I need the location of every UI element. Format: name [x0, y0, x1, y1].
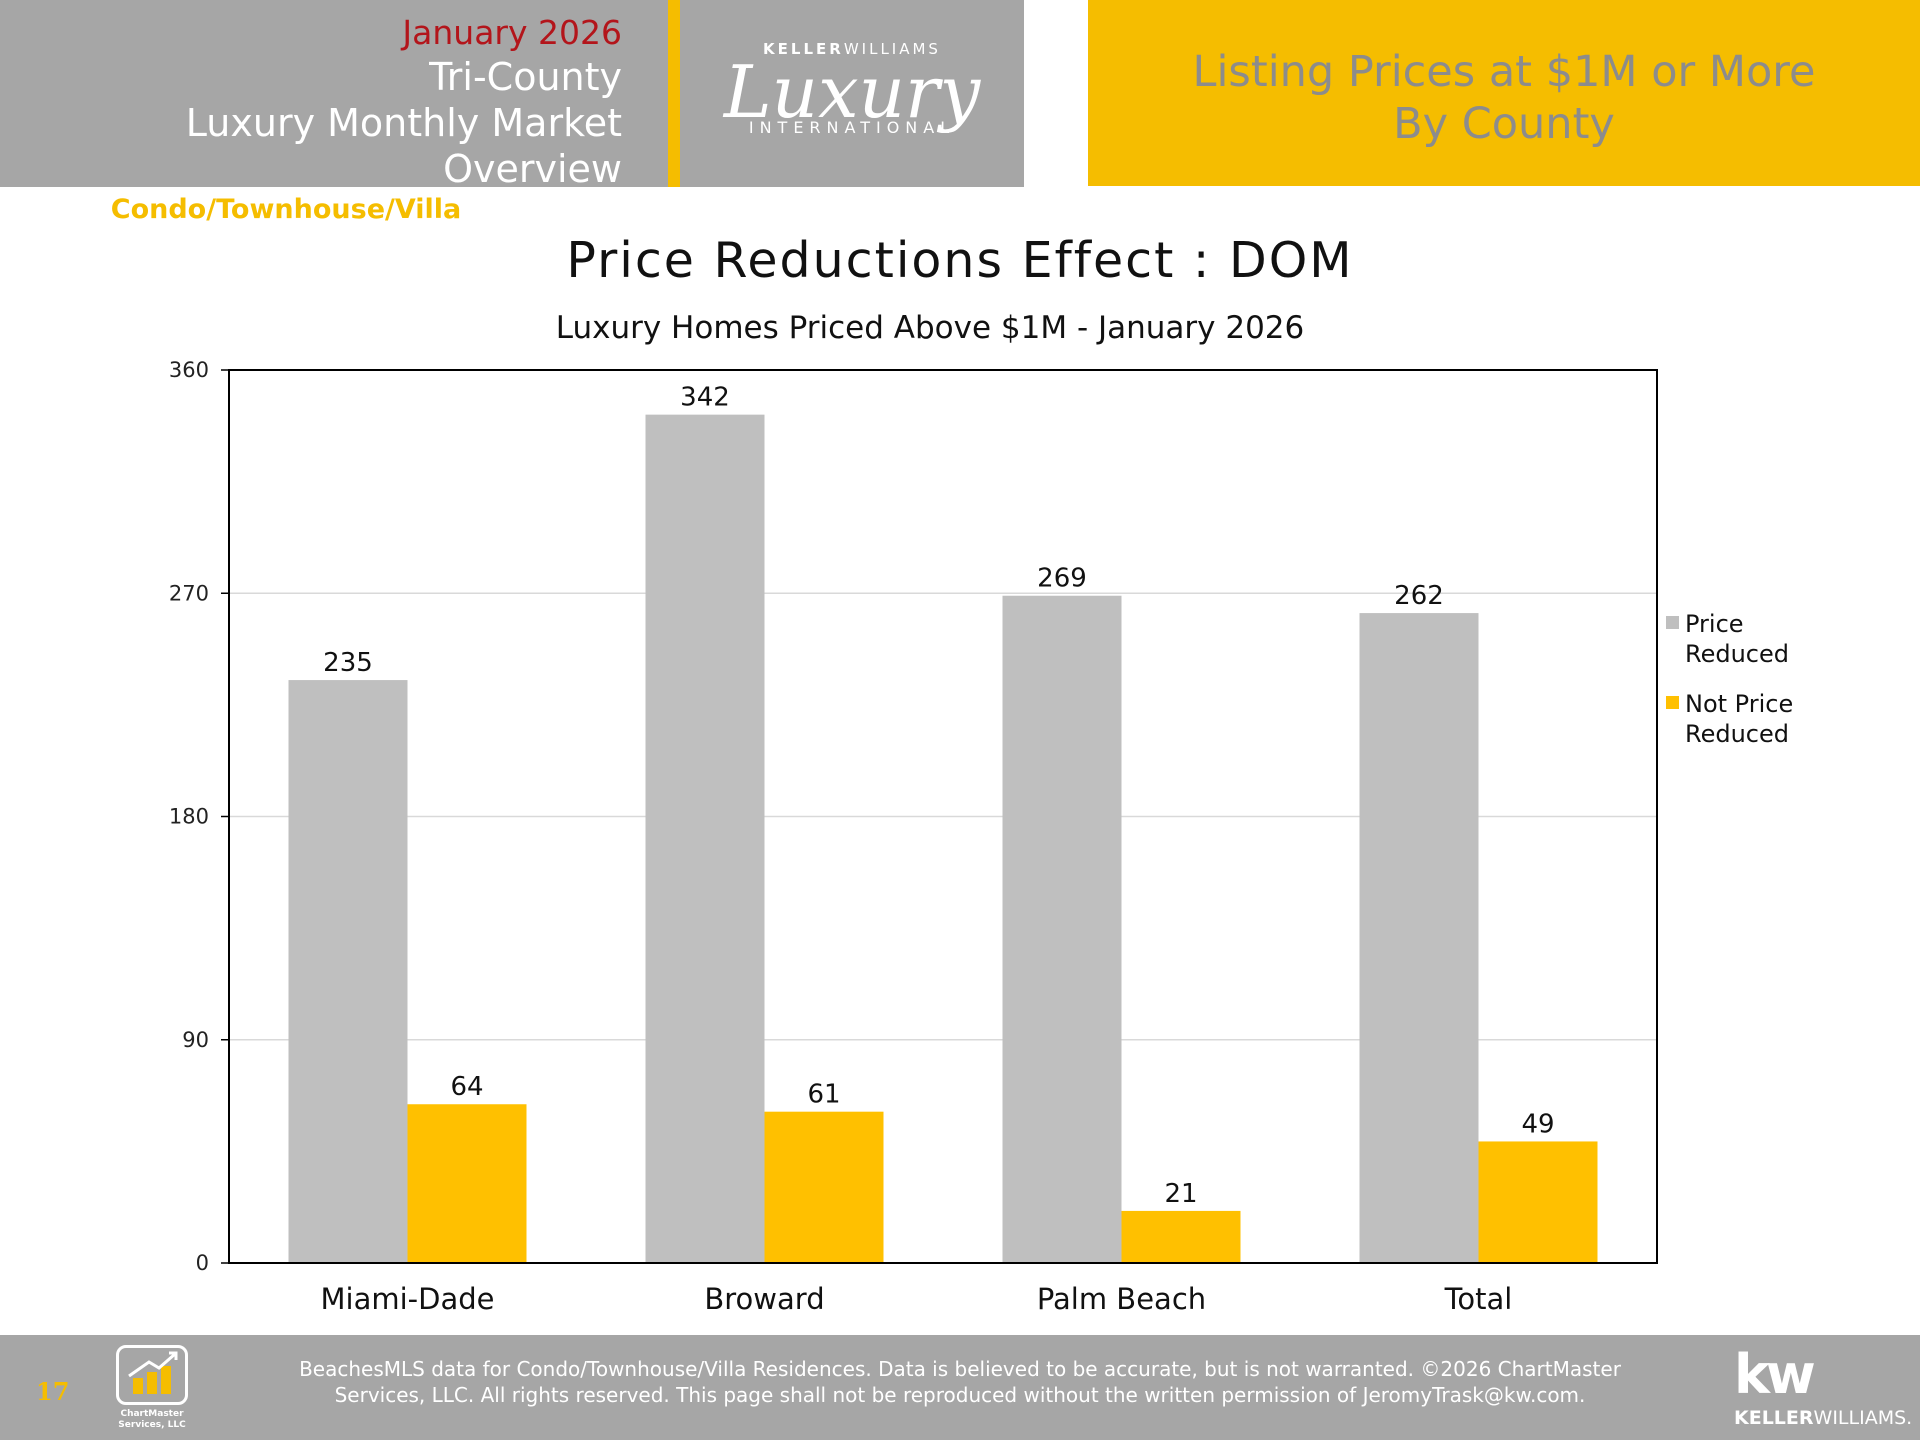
bar-not-price-reduced	[1478, 1141, 1598, 1263]
x-category-label: Total	[1444, 1282, 1513, 1316]
data-label: 235	[323, 648, 373, 678]
plot-area-border	[228, 369, 1658, 1264]
bar-price-reduced	[645, 414, 765, 1263]
bar-not-price-reduced	[764, 1111, 884, 1263]
chart-title: Price Reductions Effect : DOM	[566, 232, 1354, 289]
kw-logo: kw	[1734, 1343, 1816, 1406]
header-title-panel: January 2026 Tri-County Luxury Monthly M…	[0, 0, 668, 225]
legend-label: Reduced	[1685, 640, 1789, 668]
property-type-highlight: Condo/Townhouse/Villa	[110, 194, 462, 225]
data-label: 61	[807, 1080, 840, 1110]
section-title-panel: Listing Prices at $1M or More By County	[1088, 0, 1920, 186]
bar-not-price-reduced	[1121, 1210, 1241, 1263]
data-label: 21	[1164, 1179, 1197, 1209]
logo-luxury-script: Luxury	[723, 50, 981, 134]
logo-brand: KELLERWILLIAMS	[763, 40, 941, 58]
property-type-suffix: Residences	[469, 194, 622, 225]
x-category-label: Broward	[704, 1282, 824, 1316]
x-category-label: Miami-Dade	[321, 1282, 495, 1316]
kw-brand-text: KELLERWILLIAMS.	[1734, 1407, 1913, 1429]
disclaimer: BeachesMLS data for Condo/Townhouse/Vill…	[250, 1356, 1670, 1408]
bar-price-reduced	[1002, 595, 1122, 1263]
header-divider	[668, 0, 680, 187]
bar-price-reduced	[288, 680, 408, 1263]
y-tick-label: 180	[169, 805, 209, 829]
report-date: January 2026	[402, 13, 622, 52]
disclaimer-line2: Services, LLC. All rights reserved. This…	[334, 1383, 1586, 1407]
bar-chart: 0 90 180 270 360 235 64 Miami-Dade 342 61 Broward 2…	[169, 358, 1793, 1316]
legend-swatch	[1666, 616, 1679, 629]
x-category-label: Palm Beach	[1037, 1282, 1206, 1316]
footer: 17 ChartMaster Services, LLC BeachesMLS …	[0, 1335, 1920, 1440]
report-region: Tri-County	[429, 55, 622, 99]
data-label: 269	[1037, 564, 1087, 594]
logo-international: INTERNATIONAL	[748, 118, 956, 137]
kw-luxury-logo: KELLERWILLIAMS Luxury INTERNATIONAL	[680, 0, 1024, 187]
bar-price-reduced	[1359, 613, 1479, 1263]
chartmaster-logo-text: ChartMaster Services, LLC	[118, 1409, 186, 1430]
disclaimer-line1: BeachesMLS data for Condo/Townhouse/Vill…	[299, 1357, 1621, 1381]
chart-subtitle: Luxury Homes Priced Above $1M - January …	[555, 310, 1305, 346]
data-label: 49	[1521, 1109, 1554, 1139]
legend-swatch	[1666, 696, 1679, 709]
legend-label: Reduced	[1685, 720, 1789, 748]
y-tick-label: 90	[182, 1028, 209, 1052]
legend-label: Not Price	[1685, 690, 1793, 718]
data-label: 262	[1394, 581, 1444, 611]
data-label: 64	[450, 1072, 483, 1102]
bar-not-price-reduced	[407, 1104, 527, 1263]
report-title: Luxury Monthly Market Overview	[185, 101, 622, 191]
section-title-line2: By County	[1393, 99, 1615, 149]
report-property-type: Condo/Townhouse/Villa Residences	[0, 192, 622, 228]
y-tick-label: 270	[169, 581, 209, 605]
chartmaster-logo-icon	[116, 1345, 188, 1405]
legend-label: Price	[1685, 610, 1744, 638]
bar-graph-icon	[128, 1351, 178, 1394]
y-tick-label: 360	[169, 358, 209, 382]
section-title: Listing Prices at $1M or More By County	[1088, 46, 1920, 150]
section-title-line1: Listing Prices at $1M or More	[1192, 47, 1816, 97]
page-number: 17	[36, 1377, 70, 1406]
y-tick-label: 0	[196, 1251, 209, 1275]
data-label: 342	[680, 383, 730, 413]
